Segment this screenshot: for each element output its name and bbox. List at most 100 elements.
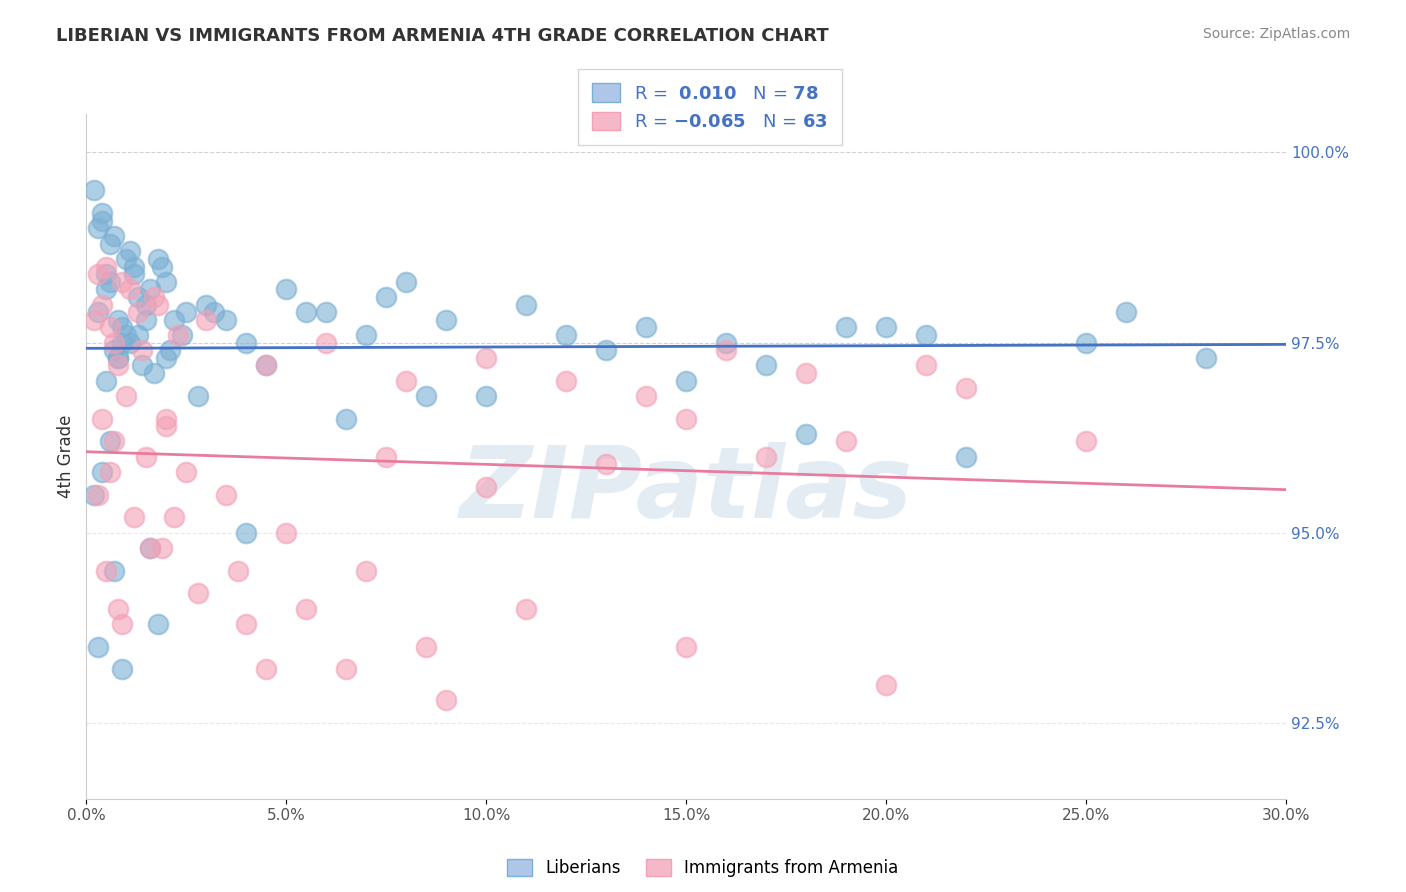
Point	[254, 359, 277, 373]
Point	[515, 601, 537, 615]
Point	[107, 601, 129, 615]
Point	[295, 601, 318, 615]
Text: ZIPatlas: ZIPatlas	[460, 442, 912, 540]
Point	[91, 297, 114, 311]
Point	[107, 312, 129, 326]
Point	[120, 282, 142, 296]
Point	[98, 320, 121, 334]
Point	[475, 389, 498, 403]
Point	[794, 366, 817, 380]
Point	[83, 830, 105, 844]
Point	[103, 335, 125, 350]
Point	[434, 312, 457, 326]
Point	[83, 488, 105, 502]
Point	[98, 465, 121, 479]
Point	[98, 434, 121, 449]
Point	[96, 564, 118, 578]
Point	[120, 244, 142, 259]
Point	[395, 275, 418, 289]
Point	[595, 343, 617, 358]
Point	[87, 305, 110, 319]
Point	[139, 282, 162, 296]
Point	[235, 335, 257, 350]
Point	[148, 616, 170, 631]
Point	[202, 305, 225, 319]
Point	[475, 351, 498, 365]
Y-axis label: 4th Grade: 4th Grade	[58, 415, 75, 499]
Point	[415, 389, 437, 403]
Point	[135, 312, 157, 326]
Point	[163, 312, 186, 326]
Point	[87, 267, 110, 281]
Point	[91, 465, 114, 479]
Point	[155, 351, 177, 365]
Point	[135, 450, 157, 464]
Point	[1195, 351, 1218, 365]
Point	[555, 374, 578, 388]
Point	[755, 450, 778, 464]
Point	[135, 297, 157, 311]
Point	[835, 434, 858, 449]
Point	[148, 297, 170, 311]
Point	[315, 305, 337, 319]
Point	[172, 327, 194, 342]
Point	[131, 343, 153, 358]
Point	[103, 229, 125, 244]
Point	[111, 335, 134, 350]
Point	[215, 488, 238, 502]
Point	[103, 434, 125, 449]
Point	[163, 510, 186, 524]
Point	[335, 411, 357, 425]
Point	[127, 327, 149, 342]
Point	[315, 335, 337, 350]
Legend: R =  $\bf{0.010}$   N = $\bf{78}$, R = $\bf{-0.065}$   N = $\bf{63}$: R = $\bf{0.010}$ N = $\bf{78}$, R = $\bf…	[578, 69, 842, 145]
Point	[115, 252, 138, 266]
Point	[675, 411, 697, 425]
Point	[415, 640, 437, 654]
Point	[87, 640, 110, 654]
Point	[675, 640, 697, 654]
Point	[1074, 434, 1097, 449]
Point	[107, 351, 129, 365]
Point	[226, 564, 249, 578]
Point	[150, 260, 173, 274]
Point	[195, 297, 218, 311]
Point	[215, 312, 238, 326]
Point	[714, 343, 737, 358]
Point	[124, 267, 146, 281]
Point	[83, 184, 105, 198]
Point	[276, 282, 298, 296]
Point	[636, 320, 658, 334]
Point	[955, 381, 977, 395]
Point	[115, 327, 138, 342]
Point	[555, 327, 578, 342]
Point	[120, 335, 142, 350]
Point	[111, 663, 134, 677]
Point	[794, 426, 817, 441]
Point	[96, 267, 118, 281]
Point	[354, 564, 377, 578]
Point	[139, 541, 162, 555]
Point	[87, 488, 110, 502]
Point	[131, 359, 153, 373]
Point	[875, 678, 897, 692]
Point	[187, 389, 209, 403]
Point	[111, 275, 134, 289]
Text: Source: ZipAtlas.com: Source: ZipAtlas.com	[1202, 27, 1350, 41]
Point	[139, 541, 162, 555]
Point	[148, 252, 170, 266]
Point	[875, 320, 897, 334]
Point	[375, 450, 398, 464]
Point	[107, 351, 129, 365]
Point	[98, 236, 121, 251]
Point	[103, 343, 125, 358]
Point	[127, 305, 149, 319]
Point	[714, 335, 737, 350]
Point	[174, 305, 197, 319]
Point	[96, 282, 118, 296]
Point	[83, 312, 105, 326]
Point	[96, 374, 118, 388]
Point	[127, 290, 149, 304]
Point	[235, 616, 257, 631]
Point	[107, 359, 129, 373]
